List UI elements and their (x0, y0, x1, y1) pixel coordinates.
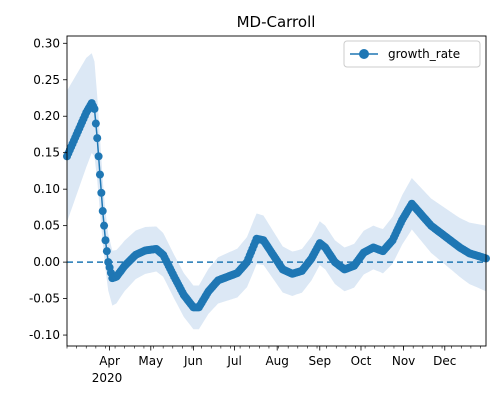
data-point (97, 188, 106, 197)
legend-label: growth_rate (388, 47, 460, 61)
plot-frame (66, 35, 487, 347)
data-point (91, 119, 100, 128)
data-point (94, 152, 103, 161)
x-tick-label: Jun (183, 354, 203, 368)
data-point (100, 221, 109, 230)
x-tick-label: Sep (308, 354, 331, 368)
x-tick-label: Aug (265, 354, 288, 368)
y-tick-label: 0.20 (33, 109, 60, 123)
y-tick-label: 0.30 (33, 36, 60, 50)
y-tick-label: 0.25 (33, 73, 60, 87)
legend: growth_rate (343, 40, 481, 68)
y-tick-label: 0.05 (33, 219, 60, 233)
x-tick-label: Nov (392, 354, 415, 368)
data-point (101, 236, 110, 245)
y-tick-label: 0.10 (33, 182, 60, 196)
x-tick-label: Apr (99, 354, 120, 368)
series-marker-layer (63, 99, 490, 312)
legend-box (343, 40, 481, 68)
data-point (98, 207, 107, 216)
data-point (93, 134, 102, 143)
x-axis-ticks: Apr May Jun Jul Aug Sep Oct Nov Dec (66, 346, 481, 368)
x-tick-label: Dec (433, 354, 456, 368)
x-tick-label: Oct (351, 354, 372, 368)
legend-marker-sample (359, 49, 369, 59)
y-tick-label: 0.00 (33, 255, 60, 269)
y-tick-label: -0.10 (29, 328, 60, 342)
x-axis-year-label: 2020 (92, 371, 123, 385)
chart-title: MD-Carroll (237, 13, 316, 31)
y-tick-label: -0.05 (29, 292, 60, 306)
data-point (90, 104, 99, 113)
data-point (102, 247, 111, 256)
y-axis-ticks: -0.10 -0.05 0.00 0.05 0.10 0.15 0.20 0.25 0.30 (29, 36, 67, 342)
y-tick-label: 0.15 (33, 146, 60, 160)
x-tick-label: Jul (226, 354, 241, 368)
x-tick-label: May (138, 354, 163, 368)
confidence-band (67, 53, 486, 330)
data-point (95, 170, 104, 179)
confidence-band-layer (67, 53, 486, 330)
